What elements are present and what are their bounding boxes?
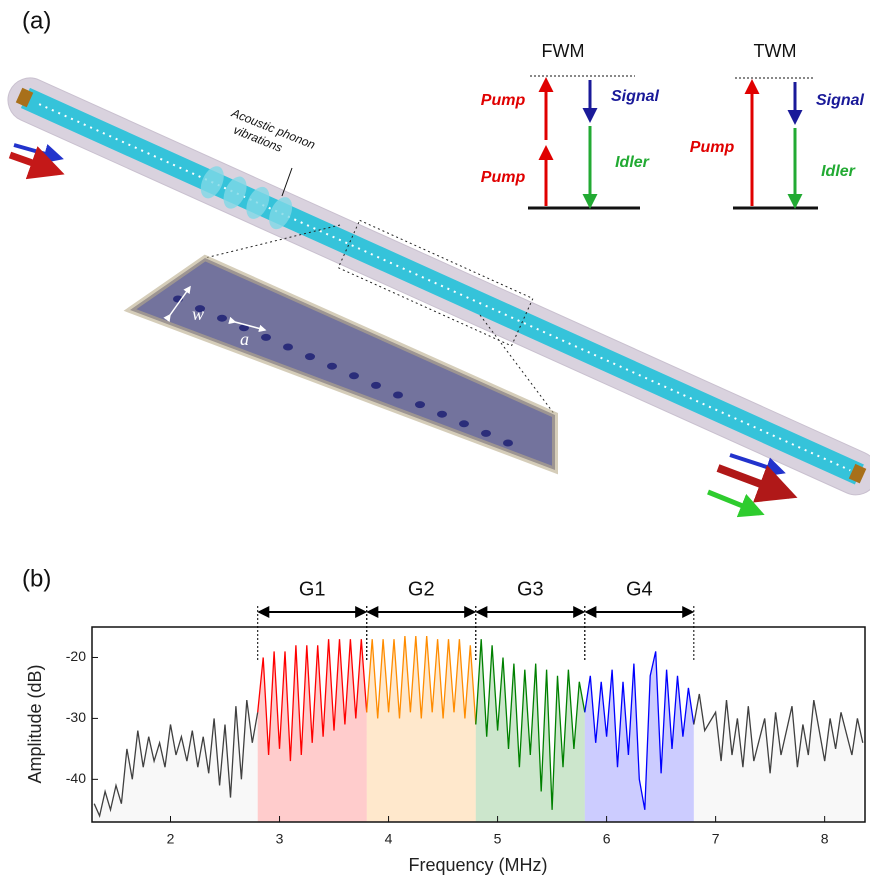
plot: 2 3 4 5 6 7 8 -40 -30 -20 G1 G2 G3 G4 (66, 578, 866, 847)
area (693, 694, 863, 822)
x-tick-label: 4 (385, 831, 393, 847)
hole (459, 420, 469, 428)
hole (437, 410, 447, 418)
output-arrows (707, 453, 798, 518)
w-arrow (163, 285, 191, 323)
panel-label: (a) (22, 7, 51, 34)
level-label: Idler (615, 154, 650, 171)
area (257, 639, 367, 822)
level-label: Signal (611, 88, 660, 105)
hole (415, 401, 425, 409)
plot-frame (91, 626, 866, 823)
diagram-title: TWM (754, 41, 797, 61)
y-tick-label: -30 (66, 709, 86, 725)
hole (195, 305, 205, 313)
spectrum-line (366, 636, 477, 725)
waveguide (7, 77, 870, 496)
area (584, 651, 694, 822)
y-tick-label: -40 (66, 770, 86, 786)
hole (327, 362, 337, 370)
inset (130, 258, 555, 470)
inset-label: a (240, 329, 249, 349)
hole (503, 439, 513, 447)
zoom-lines (204, 224, 556, 416)
x-tick-label: 5 (494, 831, 502, 847)
diagram-title: FWM (542, 41, 585, 61)
group-label: G4 (626, 578, 653, 600)
fwm-diagram (528, 75, 640, 210)
x-tick-label: 8 (821, 831, 829, 847)
spectrum-line (475, 639, 586, 810)
level-label: Pump (481, 92, 526, 109)
spectrum-line (93, 700, 259, 818)
hole (217, 314, 227, 322)
level-label: Signal (816, 92, 865, 109)
hole (305, 353, 315, 361)
hole (481, 429, 491, 437)
hole (349, 372, 359, 380)
area (366, 636, 476, 822)
panel-label: (b) (22, 565, 51, 592)
x-tick-label: 3 (276, 831, 284, 847)
x-axis-label: Frequency (MHz) (408, 855, 547, 875)
group-label: G3 (517, 578, 544, 600)
inset-frame (123, 254, 558, 475)
x-tick-label: 2 (167, 831, 175, 847)
y-tick-label: -20 (66, 648, 86, 664)
annotation-pointer (281, 167, 293, 197)
spectrum-line (584, 651, 695, 810)
hole (283, 343, 293, 351)
x-tick-label: 7 (712, 831, 720, 847)
hole (371, 381, 381, 389)
y-axis-label: Amplitude (dB) (25, 664, 45, 783)
spectrum-line (257, 639, 368, 762)
twm-diagram (733, 77, 818, 210)
spectrum-line (693, 693, 864, 774)
x-tick-label: 6 (603, 831, 611, 847)
level-label: Idler (821, 163, 856, 180)
area (94, 700, 258, 822)
input-arrows (8, 143, 65, 180)
level-label: Pump (481, 169, 526, 186)
hole (261, 333, 271, 341)
group-label: G1 (299, 578, 326, 600)
inset-label: w (192, 304, 204, 324)
group-label: G2 (408, 578, 435, 600)
level-label: Pump (690, 139, 735, 156)
hole (393, 391, 403, 399)
a-arrow (228, 316, 267, 333)
area (475, 639, 585, 822)
